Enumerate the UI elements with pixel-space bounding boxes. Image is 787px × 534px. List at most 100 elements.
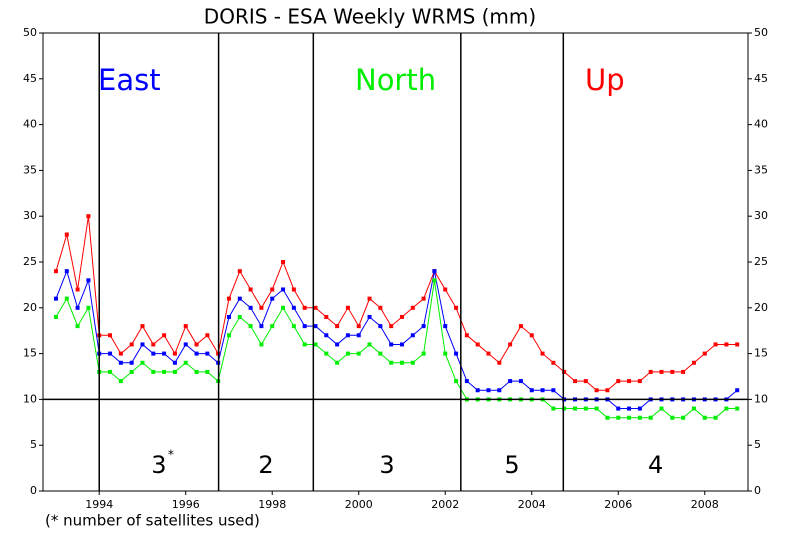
point <box>53 296 58 301</box>
point <box>302 305 307 310</box>
point <box>129 342 134 347</box>
point <box>324 333 329 338</box>
point <box>410 305 415 310</box>
y-tick-label: 45 <box>23 72 37 85</box>
point <box>508 379 513 384</box>
series-label: Up <box>585 63 625 97</box>
x-tick-label: 1996 <box>172 498 200 511</box>
point <box>637 415 642 420</box>
point <box>627 379 632 384</box>
y2-tick-label: 20 <box>754 301 768 314</box>
x-tick-label: 2004 <box>518 498 546 511</box>
point <box>313 324 318 329</box>
point <box>205 333 210 338</box>
point <box>691 360 696 365</box>
point <box>345 333 350 338</box>
point <box>259 342 264 347</box>
point <box>118 351 123 356</box>
point <box>324 351 329 356</box>
point <box>691 406 696 411</box>
satellite-count: 4 <box>648 451 663 479</box>
y-tick-label: 35 <box>23 163 37 176</box>
point <box>670 369 675 374</box>
point <box>475 342 480 347</box>
point <box>551 406 556 411</box>
point <box>151 342 156 347</box>
y-tick-label: 20 <box>23 301 37 314</box>
point <box>86 278 91 283</box>
point <box>572 406 577 411</box>
point <box>540 388 545 393</box>
point <box>367 314 372 319</box>
satellite-count: 2 <box>258 451 273 479</box>
point <box>226 333 231 338</box>
point <box>464 379 469 384</box>
point <box>162 351 167 356</box>
point <box>108 351 113 356</box>
point <box>583 379 588 384</box>
x-tick-label: 2008 <box>691 498 719 511</box>
point <box>53 314 58 319</box>
point <box>194 342 199 347</box>
y2-tick-label: 15 <box>754 347 768 360</box>
point <box>291 287 296 292</box>
point <box>616 415 621 420</box>
point <box>281 287 286 292</box>
point <box>681 415 686 420</box>
point <box>702 415 707 420</box>
point <box>324 314 329 319</box>
point <box>335 360 340 365</box>
point <box>118 379 123 384</box>
point <box>248 287 253 292</box>
point <box>616 379 621 384</box>
point <box>583 406 588 411</box>
point <box>226 314 231 319</box>
point <box>443 287 448 292</box>
x-tick-label: 1994 <box>85 498 113 511</box>
point <box>356 324 361 329</box>
point <box>237 269 242 274</box>
point <box>378 351 383 356</box>
point <box>454 351 459 356</box>
point <box>475 388 480 393</box>
point <box>237 296 242 301</box>
point <box>627 406 632 411</box>
point <box>572 379 577 384</box>
point <box>713 415 718 420</box>
point <box>594 388 599 393</box>
point <box>281 305 286 310</box>
point <box>129 360 134 365</box>
y-tick-label: 15 <box>23 347 37 360</box>
point <box>648 415 653 420</box>
plot-frame <box>42 32 749 492</box>
point <box>735 342 740 347</box>
series-label: East <box>98 63 161 97</box>
point <box>64 269 69 274</box>
point <box>86 214 91 219</box>
point <box>64 296 69 301</box>
point <box>108 333 113 338</box>
y2-tick-label: 0 <box>754 484 761 497</box>
point <box>172 369 177 374</box>
point <box>108 369 113 374</box>
point <box>389 360 394 365</box>
point <box>172 360 177 365</box>
y-tick-label: 10 <box>23 392 37 405</box>
point <box>724 342 729 347</box>
point <box>443 324 448 329</box>
point <box>75 287 80 292</box>
x-tick-label: 2002 <box>431 498 459 511</box>
point <box>140 324 145 329</box>
point <box>259 305 264 310</box>
point <box>627 415 632 420</box>
point <box>551 388 556 393</box>
point <box>302 324 307 329</box>
y2-tick-label: 50 <box>754 26 768 39</box>
point <box>497 388 502 393</box>
x-tick-label: 1998 <box>258 498 286 511</box>
point <box>194 369 199 374</box>
point <box>183 342 188 347</box>
y2-tick-label: 30 <box>754 209 768 222</box>
point <box>389 342 394 347</box>
